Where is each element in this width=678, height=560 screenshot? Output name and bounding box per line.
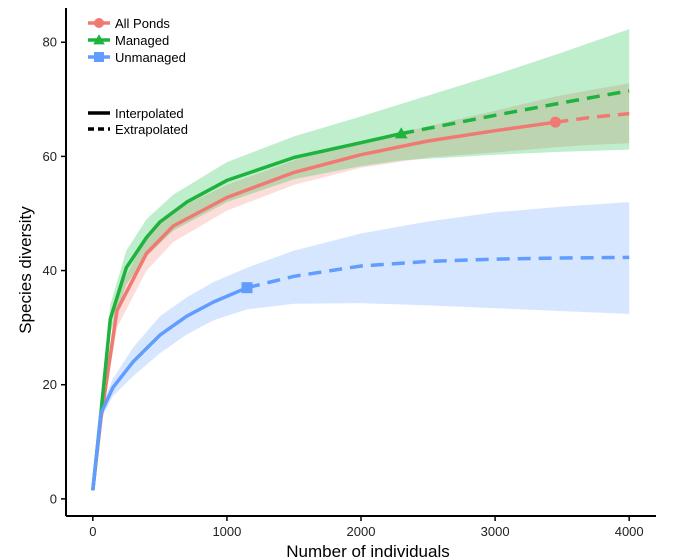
- y-tick-label: 60: [43, 149, 57, 164]
- all-ponds-extrapolated-line: [555, 111, 630, 124]
- axes: 0 1000 2000 3000 4000 0 20 40 60 80 Number of in…: [16, 8, 656, 560]
- unmanaged-confidence-band: [92, 202, 630, 491]
- managed-legend-marker: [93, 34, 105, 45]
- managed-observed-marker: [394, 127, 408, 139]
- unmanaged-extrapolated-line: [246, 255, 630, 290]
- y-tick-label: 0: [50, 491, 57, 506]
- x-tick-label: 0: [89, 524, 96, 539]
- x-tick-label: 2000: [347, 524, 376, 539]
- unmanaged-legend-marker: [94, 52, 104, 62]
- unmanaged-observed-marker: [241, 282, 253, 294]
- y-tick-label: 40: [43, 263, 57, 278]
- x-tick-label: 1000: [212, 524, 241, 539]
- managed-confidence-band: [92, 29, 630, 491]
- managed-interpolated-line: [91, 131, 402, 491]
- all-ponds-confidence-band: [92, 83, 630, 491]
- y-axis-title: Species diversity: [16, 206, 35, 334]
- interpolated-legend-label: Interpolated: [115, 106, 184, 121]
- y-ticks: 0 20 40 60 80: [43, 35, 66, 506]
- unmanaged-interpolated-line: [91, 286, 248, 491]
- x-ticks: 0 1000 2000 3000 4000: [89, 516, 644, 539]
- unmanaged-legend-label: Unmanaged: [115, 50, 186, 65]
- x-axis-title: Number of individuals: [286, 542, 449, 560]
- observed-markers: [241, 116, 561, 294]
- x-tick-label: 3000: [481, 524, 510, 539]
- all-ponds-legend-marker: [94, 18, 104, 28]
- legend: All Ponds Managed Unmanaged InterpolatedEx…: [88, 16, 188, 137]
- extrapolated-legend-label: Extrapolated: [115, 122, 188, 137]
- all-ponds-observed-marker: [549, 116, 561, 128]
- x-tick-label: 4000: [615, 524, 644, 539]
- y-tick-label: 20: [43, 377, 57, 392]
- managed-extrapolated-line: [400, 89, 630, 136]
- all-ponds-legend-label: All Ponds: [115, 16, 170, 31]
- confidence-bands: [92, 29, 630, 491]
- legend-series: All Ponds Managed Unmanaged: [88, 16, 186, 65]
- all-ponds-interpolated-line: [91, 120, 556, 491]
- y-tick-label: 80: [43, 35, 57, 50]
- managed-legend-label: Managed: [115, 33, 169, 48]
- series-lines: [91, 89, 630, 491]
